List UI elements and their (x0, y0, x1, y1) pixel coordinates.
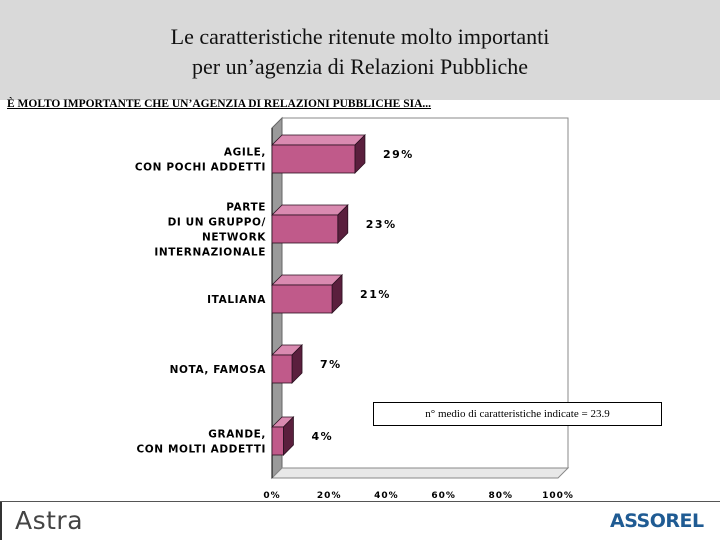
category-label-2-0: ITALIANA (207, 294, 266, 306)
note-box: n° medio di caratteristiche indicate = 2… (373, 402, 662, 426)
x-tick-label-1: 20% (317, 491, 342, 501)
plot-floor (270, 467, 570, 479)
category-label-4-0: GRANDE, (208, 429, 266, 441)
x-tick-label-2: 40% (374, 491, 399, 501)
value-label-4: 4% (311, 430, 333, 443)
value-label-0: 29% (383, 148, 414, 161)
category-label-0-1: CON POCHI ADDETTI (135, 162, 266, 174)
bar-3 (271, 354, 293, 384)
astra-logo: Astra (0, 502, 110, 540)
header-band: Le caratteristiche ritenute molto import… (0, 0, 720, 100)
x-tick-label-4: 80% (489, 491, 514, 501)
category-label-1-0: PARTE (226, 202, 266, 214)
bar-2 (271, 284, 333, 314)
value-label-1: 23% (366, 218, 397, 231)
bar-0 (271, 144, 356, 174)
bar-4 (271, 426, 284, 456)
assorel-logo-text: ASSOREL (610, 510, 704, 532)
question-text: È MOLTO IMPORTANTE CHE UN’AGENZIA DI REL… (7, 98, 432, 110)
bar-top-0 (271, 134, 366, 146)
value-label-3: 7% (320, 358, 342, 371)
bar-1 (271, 214, 339, 244)
page-title-line-1: Le caratteristiche ritenute molto import… (170, 24, 550, 49)
x-tick-label-5: 100% (542, 491, 574, 501)
category-label-1-2: NETWORK (202, 232, 266, 244)
x-tick-label-3: 60% (431, 491, 456, 501)
astra-logo-text: Astra (15, 506, 84, 535)
assorel-logo: ASSOREL (610, 510, 710, 536)
page-title-line-2: per un’agenzia di Relazioni Pubbliche (192, 54, 528, 79)
category-label-4-1: CON MOLTI ADDETTI (136, 444, 266, 456)
category-label-1-1: DI UN GRUPPO/ (168, 217, 266, 229)
category-label-3-0: NOTA, FAMOSA (170, 364, 267, 376)
category-label-1-3: INTERNAZIONALE (154, 247, 266, 259)
category-label-0-0: AGILE, (224, 147, 266, 159)
value-label-2: 21% (360, 288, 391, 301)
footer-divider (0, 501, 720, 502)
bar-top-2 (271, 274, 344, 286)
bar-top-1 (271, 204, 349, 216)
x-tick-label-0: 0% (263, 491, 280, 501)
astra-logo-frame (0, 502, 110, 540)
